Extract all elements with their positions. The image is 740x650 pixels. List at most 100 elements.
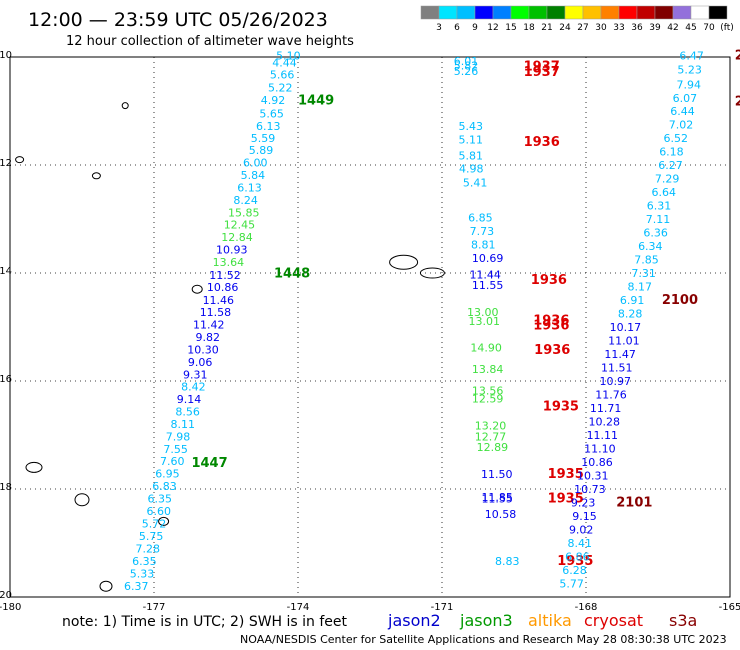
swh-value: 8.28 bbox=[618, 307, 643, 320]
scale-swatch bbox=[492, 5, 512, 20]
swh-value: 7.29 bbox=[655, 172, 680, 185]
swh-value: 5.65 bbox=[259, 107, 284, 120]
swh-value: 13.56 bbox=[472, 385, 504, 398]
swh-value: 6.95 bbox=[155, 468, 180, 481]
swh-value: 6.36 bbox=[643, 226, 668, 239]
satellite-legend-item: cryosat bbox=[584, 611, 643, 630]
swh-value: 6.34 bbox=[638, 240, 663, 253]
scale-swatch bbox=[690, 5, 710, 20]
swh-value: 9.31 bbox=[183, 368, 208, 381]
island-outline bbox=[99, 580, 113, 592]
swh-value: 9.02 bbox=[569, 523, 594, 536]
satellite-legend: jason2 jason3 altika cryosat s3a bbox=[387, 611, 697, 630]
scale-label: 33 bbox=[613, 23, 624, 33]
x-tick-label: -171 bbox=[431, 602, 454, 613]
swh-value: 6.07 bbox=[673, 92, 698, 105]
scale-swatch bbox=[708, 5, 728, 20]
swh-value: 11.76 bbox=[595, 388, 627, 401]
swh-value: 5.33 bbox=[130, 568, 155, 581]
swh-value: 5.66 bbox=[270, 69, 295, 82]
time-label: 1935 bbox=[557, 554, 593, 569]
satellite-legend-item: jason2 bbox=[387, 611, 441, 630]
swh-value: 6.18 bbox=[659, 145, 684, 158]
swh-value: 5.23 bbox=[677, 64, 702, 77]
swh-value: 12.59 bbox=[472, 393, 504, 406]
swh-value: 10.17 bbox=[610, 321, 642, 334]
scale-label: 70 bbox=[703, 23, 715, 33]
scale-swatch bbox=[546, 5, 566, 20]
island-outline bbox=[91, 172, 101, 180]
swh-value: 6.85 bbox=[468, 212, 493, 225]
swh-value: 5.75 bbox=[139, 530, 164, 543]
swh-value: 10.97 bbox=[600, 375, 632, 388]
swh-value: 4.92 bbox=[261, 94, 286, 107]
satellite-legend-item: jason3 bbox=[459, 611, 513, 630]
y-tick-label: -18 bbox=[0, 482, 12, 493]
swh-value: 6.47 bbox=[679, 50, 704, 63]
grid bbox=[10, 57, 730, 597]
scale-label: 39 bbox=[649, 23, 661, 33]
swh-value: 11.46 bbox=[203, 294, 235, 307]
swh-value: 4.44 bbox=[272, 57, 297, 70]
scale-swatch bbox=[474, 5, 494, 20]
scale-label: 36 bbox=[631, 23, 643, 33]
swh-value: 12.84 bbox=[221, 231, 253, 244]
y-tick-label: -16 bbox=[0, 374, 12, 385]
swh-value: 6.01 bbox=[454, 55, 479, 68]
swh-value: 6.60 bbox=[147, 505, 172, 518]
time-label: 1936 bbox=[534, 343, 570, 358]
time-label: 1447 bbox=[191, 456, 227, 471]
scale-swatch bbox=[636, 5, 656, 20]
time-label: 1935 bbox=[548, 467, 584, 482]
swh-value: 5.89 bbox=[249, 144, 274, 157]
scale-label: 42 bbox=[667, 23, 678, 33]
swh-value: 7.73 bbox=[470, 225, 495, 238]
swh-value: 11.10 bbox=[584, 442, 616, 455]
footer-credit: NOAA/NESDIS Center for Satellite Applica… bbox=[240, 633, 727, 646]
swh-value: 8.41 bbox=[568, 537, 593, 550]
swh-value: 12.45 bbox=[224, 219, 256, 232]
scale-label: 45 bbox=[685, 23, 696, 33]
islands bbox=[15, 102, 445, 592]
y-tick-label: -10 bbox=[0, 50, 12, 61]
swh-value: 10.28 bbox=[588, 415, 620, 428]
time-label: 2100 bbox=[662, 293, 698, 308]
swh-value: 11.52 bbox=[209, 269, 241, 282]
swh-value: 5.10 bbox=[276, 50, 301, 63]
swh-value: 9.23 bbox=[571, 496, 596, 509]
swh-value: 8.81 bbox=[471, 239, 496, 252]
y-tick-label: -20 bbox=[0, 590, 12, 601]
scale-label: 30 bbox=[595, 23, 607, 33]
swh-value: 7.28 bbox=[136, 543, 161, 556]
color-scale: 3 6 9 12 15 18 21 24 27 30 33 36 39 42 45 70 (ft) bbox=[420, 5, 734, 33]
scale-swatch bbox=[528, 5, 548, 20]
swh-value: 5.11 bbox=[459, 133, 484, 146]
satellite-legend-item: s3a bbox=[669, 611, 697, 630]
swh-value: 11.71 bbox=[590, 402, 622, 415]
time-label: 2101 bbox=[616, 495, 652, 510]
swh-value: 5.22 bbox=[268, 82, 293, 95]
chart-title: 12:00 — 23:59 UTC 05/26/2023 bbox=[28, 9, 328, 31]
swh-value: 6.52 bbox=[664, 132, 689, 145]
swh-value: 7.85 bbox=[634, 253, 659, 266]
swh-value: 7.60 bbox=[160, 455, 185, 468]
swh-value: 10.73 bbox=[574, 483, 606, 496]
swh-value: 6.00 bbox=[243, 157, 268, 170]
swh-value: 11.50 bbox=[481, 468, 513, 481]
swh-value: 12.77 bbox=[475, 430, 507, 443]
island-outline bbox=[191, 284, 203, 294]
time-label: 1935 bbox=[548, 492, 584, 507]
swh-value: 13.84 bbox=[472, 363, 504, 376]
swh-value: 8.83 bbox=[495, 555, 520, 568]
scale-label: 6 bbox=[454, 23, 460, 33]
footer-note: note: 1) Time is in UTC; 2) SWH is in fe… bbox=[62, 614, 348, 630]
swh-value: 6.13 bbox=[237, 181, 262, 194]
time-label: 1449 bbox=[298, 94, 334, 109]
swh-value: 10.86 bbox=[207, 281, 239, 294]
swh-value: 13.64 bbox=[213, 256, 245, 269]
scale-swatch bbox=[672, 5, 692, 20]
scale-label: 27 bbox=[577, 23, 588, 33]
swh-value: 6.31 bbox=[647, 199, 672, 212]
swh-value: 11.58 bbox=[200, 306, 232, 319]
